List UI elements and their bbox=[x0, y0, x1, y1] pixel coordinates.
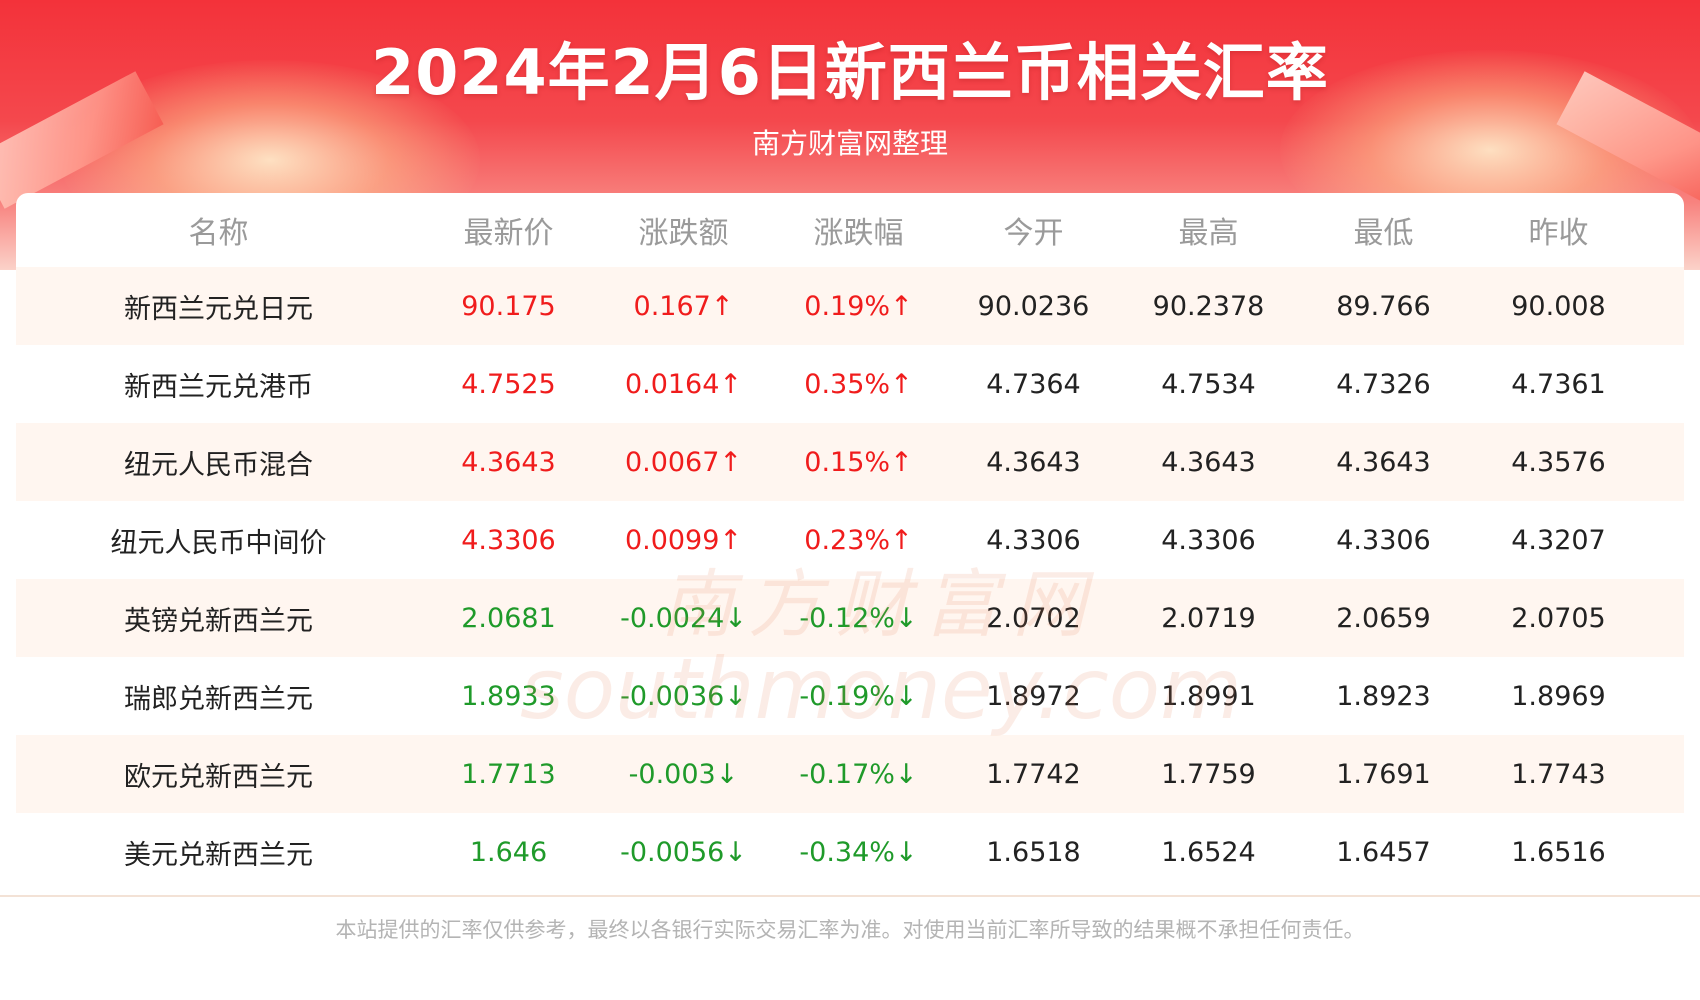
col-header-open: 今开 bbox=[1003, 216, 1064, 251]
col-header-high: 最高 bbox=[1178, 216, 1239, 251]
low-price: 4.7326 bbox=[1336, 368, 1431, 400]
table-row[interactable]: 瑞郎兑新西兰元 1.8933 -0.0036↓ -0.19%↓ 1.8972 1… bbox=[16, 657, 1684, 735]
currency-pair-name: 新西兰元兑港币 bbox=[124, 371, 313, 403]
col-header-prev-close: 昨收 bbox=[1528, 216, 1589, 251]
col-header-price: 最新价 bbox=[463, 216, 554, 251]
latest-price: 4.7525 bbox=[461, 368, 556, 400]
high-price: 4.3643 bbox=[1161, 446, 1256, 478]
price-change-pct: -0.19%↓ bbox=[799, 680, 918, 712]
low-price: 4.3306 bbox=[1336, 524, 1431, 556]
currency-pair-name: 纽元人民币混合 bbox=[124, 449, 313, 481]
high-price: 1.7759 bbox=[1161, 758, 1256, 790]
low-price: 89.766 bbox=[1336, 290, 1431, 322]
latest-price: 1.646 bbox=[469, 836, 548, 868]
high-price: 4.7534 bbox=[1161, 368, 1256, 400]
prev-close: 1.7743 bbox=[1511, 758, 1606, 790]
prev-close: 90.008 bbox=[1511, 290, 1606, 322]
currency-pair-name: 纽元人民币中间价 bbox=[110, 527, 327, 559]
price-change: -0.0036↓ bbox=[620, 680, 747, 712]
table-row[interactable]: 纽元人民币中间价 4.3306 0.0099↑ 0.23%↑ 4.3306 4.… bbox=[16, 501, 1684, 579]
price-change-pct: 0.23%↑ bbox=[804, 524, 913, 556]
latest-price: 1.8933 bbox=[461, 680, 556, 712]
price-change-pct: 0.19%↑ bbox=[804, 290, 913, 322]
price-change: 0.0099↑ bbox=[624, 524, 743, 556]
high-price: 90.2378 bbox=[1152, 290, 1265, 322]
page-subtitle: 南方财富网整理 bbox=[751, 127, 948, 160]
high-price: 2.0719 bbox=[1161, 602, 1256, 634]
price-change: -0.0056↓ bbox=[620, 836, 747, 868]
open-price: 90.0236 bbox=[977, 290, 1090, 322]
open-price: 4.3306 bbox=[986, 524, 1081, 556]
low-price: 2.0659 bbox=[1336, 602, 1431, 634]
table-row[interactable]: 英镑兑新西兰元 2.0681 -0.0024↓ -0.12%↓ 2.0702 2… bbox=[16, 579, 1684, 657]
table-header: 名称 最新价 涨跌额 涨跌幅 今开 最高 最低 昨收 bbox=[16, 193, 1684, 267]
high-price: 4.3306 bbox=[1161, 524, 1256, 556]
high-price: 1.8991 bbox=[1161, 680, 1256, 712]
prev-close: 2.0705 bbox=[1511, 602, 1606, 634]
price-change-pct: -0.12%↓ bbox=[799, 602, 918, 634]
currency-pair-name: 新西兰元兑日元 bbox=[124, 293, 313, 325]
table-row[interactable]: 新西兰元兑港币 4.7525 0.0164↑ 0.35%↑ 4.7364 4.7… bbox=[16, 345, 1684, 423]
currency-pair-name: 美元兑新西兰元 bbox=[124, 839, 313, 871]
prev-close: 1.6516 bbox=[1511, 836, 1606, 868]
low-price: 1.7691 bbox=[1336, 758, 1431, 790]
latest-price: 2.0681 bbox=[461, 602, 556, 634]
col-header-change-pct: 涨跌幅 bbox=[813, 216, 904, 251]
price-change: -0.0024↓ bbox=[620, 602, 747, 634]
price-change-pct: -0.17%↓ bbox=[799, 758, 918, 790]
page-title: 2024年2月6日新西兰币相关汇率 bbox=[371, 36, 1329, 109]
table-row[interactable]: 美元兑新西兰元 1.646 -0.0056↓ -0.34%↓ 1.6518 1.… bbox=[16, 813, 1684, 891]
low-price: 1.6457 bbox=[1336, 836, 1431, 868]
col-header-change: 涨跌额 bbox=[638, 216, 729, 251]
prev-close: 4.3576 bbox=[1511, 446, 1606, 478]
price-change: -0.003↓ bbox=[628, 758, 739, 790]
currency-pair-name: 英镑兑新西兰元 bbox=[124, 605, 313, 637]
col-header-low: 最低 bbox=[1353, 216, 1414, 251]
latest-price: 4.3643 bbox=[461, 446, 556, 478]
currency-pair-name: 瑞郎兑新西兰元 bbox=[124, 683, 313, 715]
table-row[interactable]: 新西兰元兑日元 90.175 0.167↑ 0.19%↑ 90.0236 90.… bbox=[16, 267, 1684, 345]
footer-divider bbox=[0, 895, 1700, 897]
low-price: 4.3643 bbox=[1336, 446, 1431, 478]
footer-disclaimer: 本站提供的汇率仅供参考，最终以各银行实际交易汇率为准。对使用当前汇率所导致的结果… bbox=[335, 918, 1365, 942]
price-change-pct: 0.15%↑ bbox=[804, 446, 913, 478]
price-change: 0.167↑ bbox=[633, 290, 734, 322]
rate-table: 名称 最新价 涨跌额 涨跌幅 今开 最高 最低 昨收 新西兰元兑日元 90.17… bbox=[16, 193, 1684, 893]
prev-close: 4.7361 bbox=[1511, 368, 1606, 400]
latest-price: 1.7713 bbox=[461, 758, 556, 790]
table-row[interactable]: 欧元兑新西兰元 1.7713 -0.003↓ -0.17%↓ 1.7742 1.… bbox=[16, 735, 1684, 813]
table-row[interactable]: 纽元人民币混合 4.3643 0.0067↑ 0.15%↑ 4.3643 4.3… bbox=[16, 423, 1684, 501]
open-price: 4.3643 bbox=[986, 446, 1081, 478]
price-change-pct: -0.34%↓ bbox=[799, 836, 918, 868]
latest-price: 4.3306 bbox=[461, 524, 556, 556]
open-price: 1.7742 bbox=[986, 758, 1081, 790]
price-change: 0.0067↑ bbox=[624, 446, 743, 478]
high-price: 1.6524 bbox=[1161, 836, 1256, 868]
open-price: 1.6518 bbox=[986, 836, 1081, 868]
low-price: 1.8923 bbox=[1336, 680, 1431, 712]
open-price: 1.8972 bbox=[986, 680, 1081, 712]
open-price: 4.7364 bbox=[986, 368, 1081, 400]
latest-price: 90.175 bbox=[461, 290, 556, 322]
col-header-name: 名称 bbox=[188, 216, 249, 251]
currency-pair-name: 欧元兑新西兰元 bbox=[124, 761, 313, 793]
price-change-pct: 0.35%↑ bbox=[804, 368, 913, 400]
prev-close: 1.8969 bbox=[1511, 680, 1606, 712]
price-change: 0.0164↑ bbox=[624, 368, 743, 400]
open-price: 2.0702 bbox=[986, 602, 1081, 634]
prev-close: 4.3207 bbox=[1511, 524, 1606, 556]
